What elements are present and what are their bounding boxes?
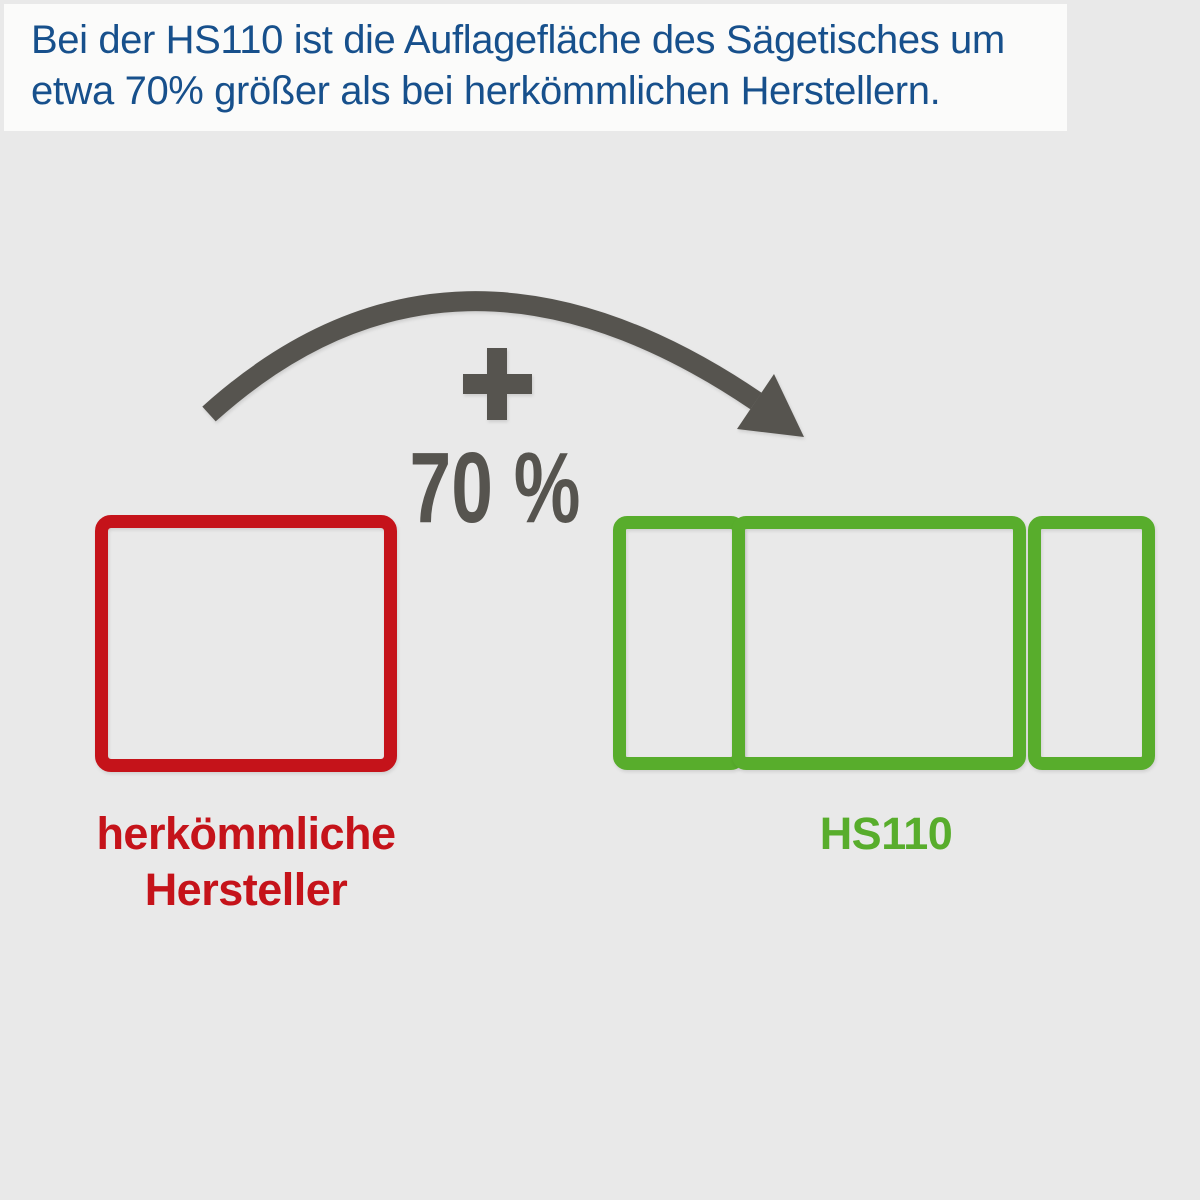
arrow-head-icon [737, 374, 804, 437]
hs110-main-table-rect [732, 516, 1026, 770]
header-banner: Bei der HS110 ist die Auflagefläche des … [4, 4, 1067, 131]
plus-icon [463, 348, 532, 420]
hs110-right-extension-rect [1028, 516, 1155, 770]
conventional-label-line-1: herkömmliche [96, 808, 396, 859]
header-line-1: Bei der HS110 ist die Auflagefläche des … [31, 18, 1005, 62]
conventional-table-rect [95, 515, 397, 772]
hs110-label: HS110 [819, 808, 953, 859]
conventional-label-line-2: Hersteller [144, 864, 348, 915]
conventional-label: herkömmliche Hersteller [0, 806, 492, 918]
hs110-left-extension-rect [613, 516, 745, 770]
header-line-2: etwa 70% größer als bei herkömmlichen He… [31, 69, 941, 113]
percent-label: 70 % [409, 432, 581, 544]
header-text: Bei der HS110 ist die Auflagefläche des … [31, 15, 1005, 117]
curved-arrow [202, 291, 762, 422]
